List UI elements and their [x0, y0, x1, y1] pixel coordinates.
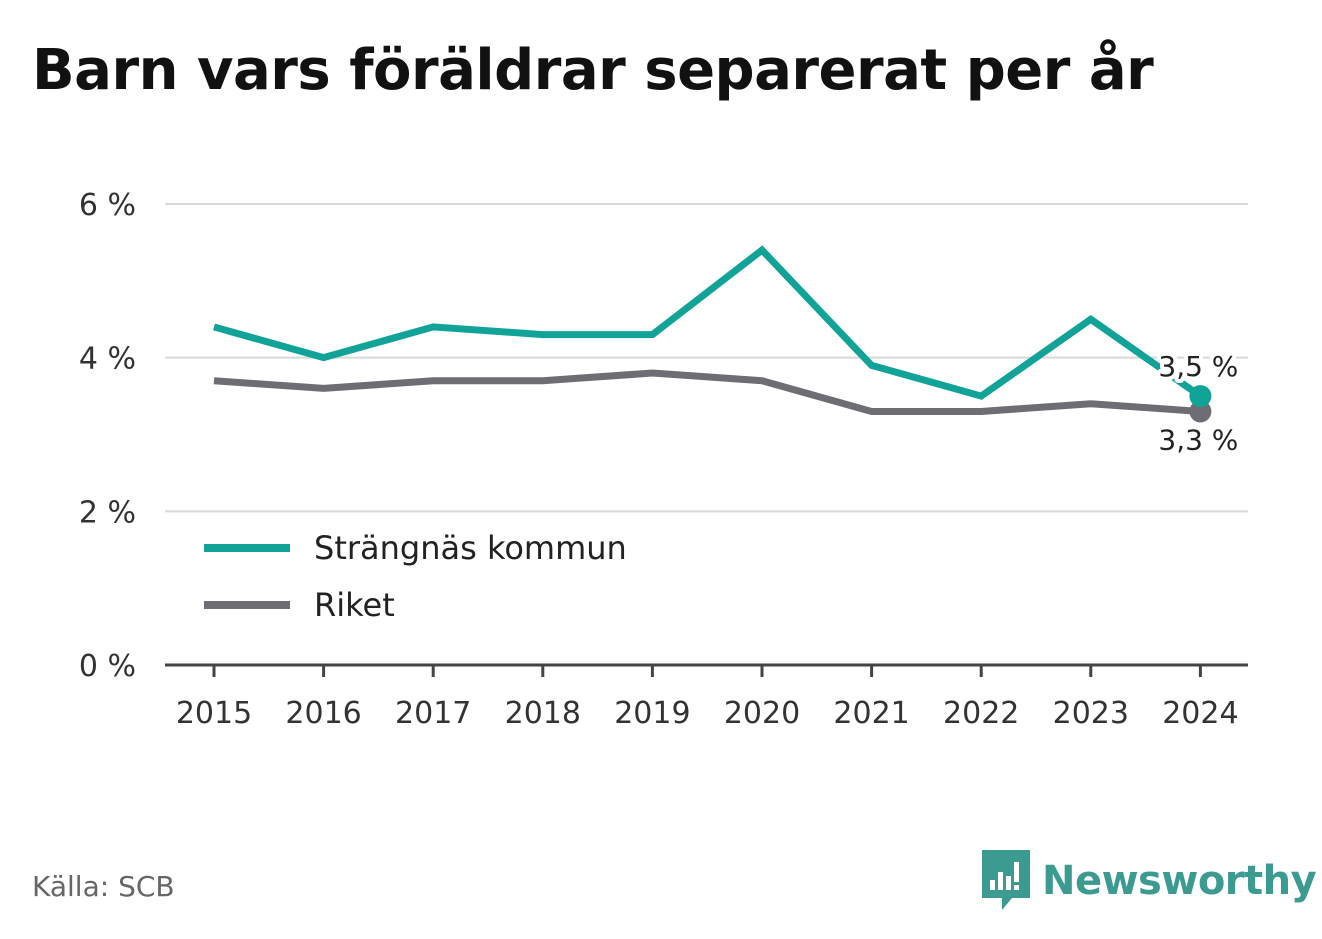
x-tick-label: 2018 — [505, 696, 581, 731]
x-tick-label: 2019 — [614, 696, 690, 731]
series-line-strangnas — [213, 245, 1203, 400]
y-tick-label: 4 % — [79, 342, 136, 377]
x-tick-label: 2021 — [833, 696, 909, 731]
y-tick-label: 2 % — [79, 495, 136, 530]
data-label-halo: 3,3 % — [1158, 423, 1238, 456]
newsworthy-logo: Newsworthy — [982, 850, 1317, 912]
data-label-halo: 3,5 % — [1158, 350, 1238, 383]
chart-title: Barn vars föräldrar separerat per år — [32, 38, 1154, 103]
y-tick-label: 6 % — [79, 188, 136, 223]
x-tick-label: 2024 — [1162, 696, 1238, 731]
x-tick-label: 2016 — [285, 696, 361, 731]
newsworthy-logo-icon — [982, 850, 1030, 910]
series-end-point — [1189, 400, 1212, 423]
brand-name: Newsworthy — [1042, 858, 1317, 904]
grid-lines — [165, 203, 1248, 513]
x-tick-label: 2022 — [943, 696, 1019, 731]
legend-label: Riket — [314, 586, 395, 624]
x-tick-label: 2020 — [724, 696, 800, 731]
series-end-point — [1189, 385, 1212, 408]
x-axis: 2015 2016 2017 2018 2019 2020 2021 2022 2023 2024 — [165, 663, 1248, 731]
x-tick-label: 2015 — [176, 696, 252, 731]
series-line-riket — [213, 369, 1201, 415]
legend: Strängnäs kommun Riket — [204, 529, 627, 624]
series-lines — [213, 245, 1212, 423]
x-tick-label: 2023 — [1053, 696, 1129, 731]
x-tick-label: 2017 — [395, 696, 471, 731]
y-tick-label: 0 % — [79, 649, 136, 684]
y-axis: 0 % 2 % 4 % 6 % — [79, 188, 136, 684]
data-labels: 3,5 %3,5 %3,3 %3,3 % — [1154, 346, 1242, 460]
source-note: Källa: SCB — [32, 870, 175, 903]
legend-label: Strängnäs kommun — [314, 529, 627, 567]
data-label: 3,5 % — [1158, 350, 1238, 383]
data-label: 3,3 % — [1158, 423, 1238, 456]
